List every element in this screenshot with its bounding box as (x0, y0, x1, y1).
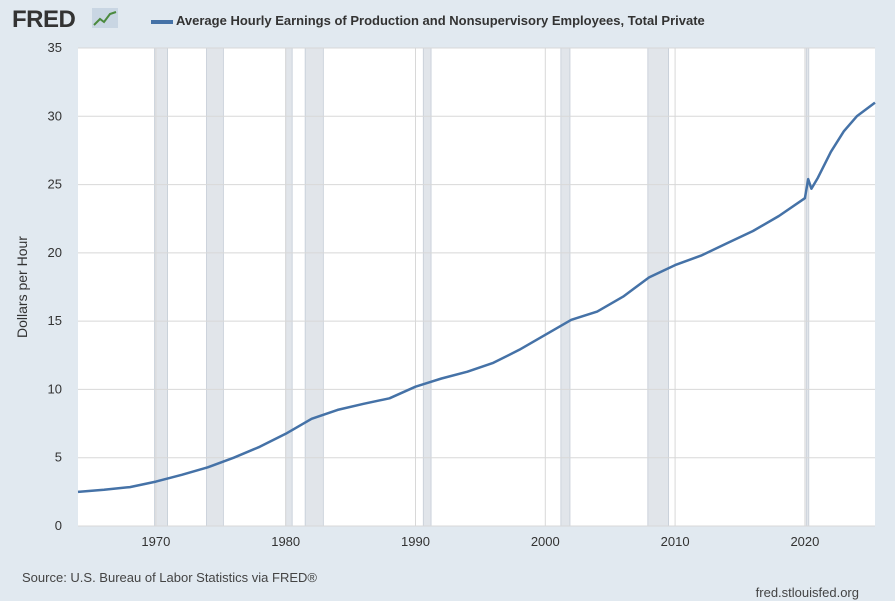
y-tick-label-25: 25 (48, 177, 62, 192)
x-tick-label-1970: 1970 (141, 534, 170, 549)
recession-band-4 (422, 47, 432, 527)
recession-band-0 (154, 47, 168, 527)
y-axis-title: Dollars per Hour (14, 236, 30, 338)
y-tick-label-15: 15 (48, 313, 62, 328)
y-tick-label-35: 35 (48, 40, 62, 55)
recession-shading (154, 47, 810, 527)
y-tick-label-0: 0 (55, 518, 62, 533)
recession-band-6 (647, 47, 670, 527)
x-tick-label-2010: 2010 (661, 534, 690, 549)
y-tick-label-10: 10 (48, 381, 62, 396)
x-tick-label-1980: 1980 (271, 534, 300, 549)
y-tick-label-20: 20 (48, 245, 62, 260)
fred-logo[interactable]: FRED (12, 6, 76, 33)
y-axis-ticks: 0 5 10 15 20 25 30 35 (48, 40, 62, 533)
y-tick-label-5: 5 (55, 450, 62, 465)
x-tick-label-1990: 1990 (401, 534, 430, 549)
recession-band-2 (285, 47, 293, 527)
fred-logo-graph-icon (92, 8, 118, 28)
fred-url-link[interactable]: fred.stlouisfed.org (755, 585, 859, 600)
gridlines (78, 47, 875, 527)
plot-area (78, 48, 875, 526)
chart-header: FRED Average Hourly Earnings of Producti… (8, 4, 888, 34)
legend-series-label: Average Hourly Earnings of Production an… (176, 13, 705, 28)
recession-band-7 (805, 47, 810, 527)
legend-series-swatch (151, 20, 173, 24)
source-note: Source: U.S. Bureau of Labor Statistics … (22, 570, 317, 585)
recession-band-3 (304, 47, 324, 527)
y-tick-label-30: 30 (48, 108, 62, 123)
x-tick-label-2000: 2000 (531, 534, 560, 549)
recession-band-1 (206, 47, 224, 527)
series-line-avg-hourly-earnings (77, 101, 876, 494)
recession-band-5 (560, 47, 571, 527)
x-axis-ticks: 1970 1980 1990 2000 2010 2020 (141, 534, 819, 549)
x-tick-label-2020: 2020 (790, 534, 819, 549)
